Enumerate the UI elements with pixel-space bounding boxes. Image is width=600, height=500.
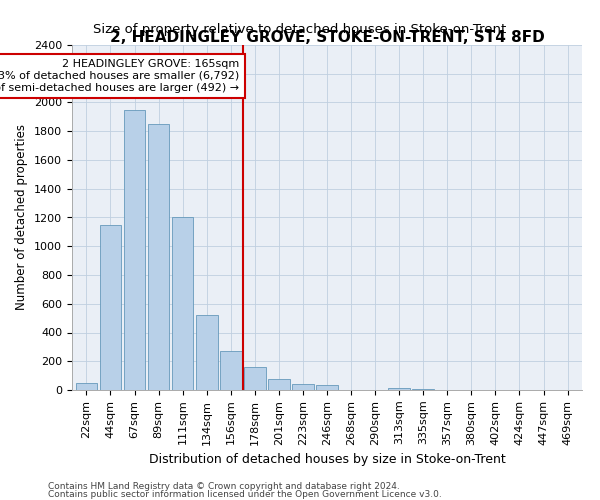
Text: Contains public sector information licensed under the Open Government Licence v3: Contains public sector information licen… xyxy=(48,490,442,499)
Bar xyxy=(148,124,169,390)
X-axis label: Distribution of detached houses by size in Stoke-on-Trent: Distribution of detached houses by size … xyxy=(149,453,505,466)
Bar xyxy=(268,379,290,390)
Bar xyxy=(292,384,314,390)
Bar xyxy=(388,388,410,390)
Text: Contains HM Land Registry data © Crown copyright and database right 2024.: Contains HM Land Registry data © Crown c… xyxy=(48,482,400,491)
Text: 2 HEADINGLEY GROVE: 165sqm
← 93% of detached houses are smaller (6,792)
7% of se: 2 HEADINGLEY GROVE: 165sqm ← 93% of deta… xyxy=(0,60,239,92)
Text: Size of property relative to detached houses in Stoke-on-Trent: Size of property relative to detached ho… xyxy=(94,22,506,36)
Bar xyxy=(316,385,338,390)
Bar xyxy=(412,388,434,390)
Bar xyxy=(244,367,266,390)
Bar xyxy=(172,218,193,390)
Bar xyxy=(100,224,121,390)
Bar xyxy=(76,383,97,390)
Title: 2, HEADINGLEY GROVE, STOKE-ON-TRENT, ST4 8FD: 2, HEADINGLEY GROVE, STOKE-ON-TRENT, ST4… xyxy=(110,30,544,45)
Bar xyxy=(124,110,145,390)
Bar xyxy=(196,316,218,390)
Y-axis label: Number of detached properties: Number of detached properties xyxy=(16,124,28,310)
Bar xyxy=(220,351,242,390)
